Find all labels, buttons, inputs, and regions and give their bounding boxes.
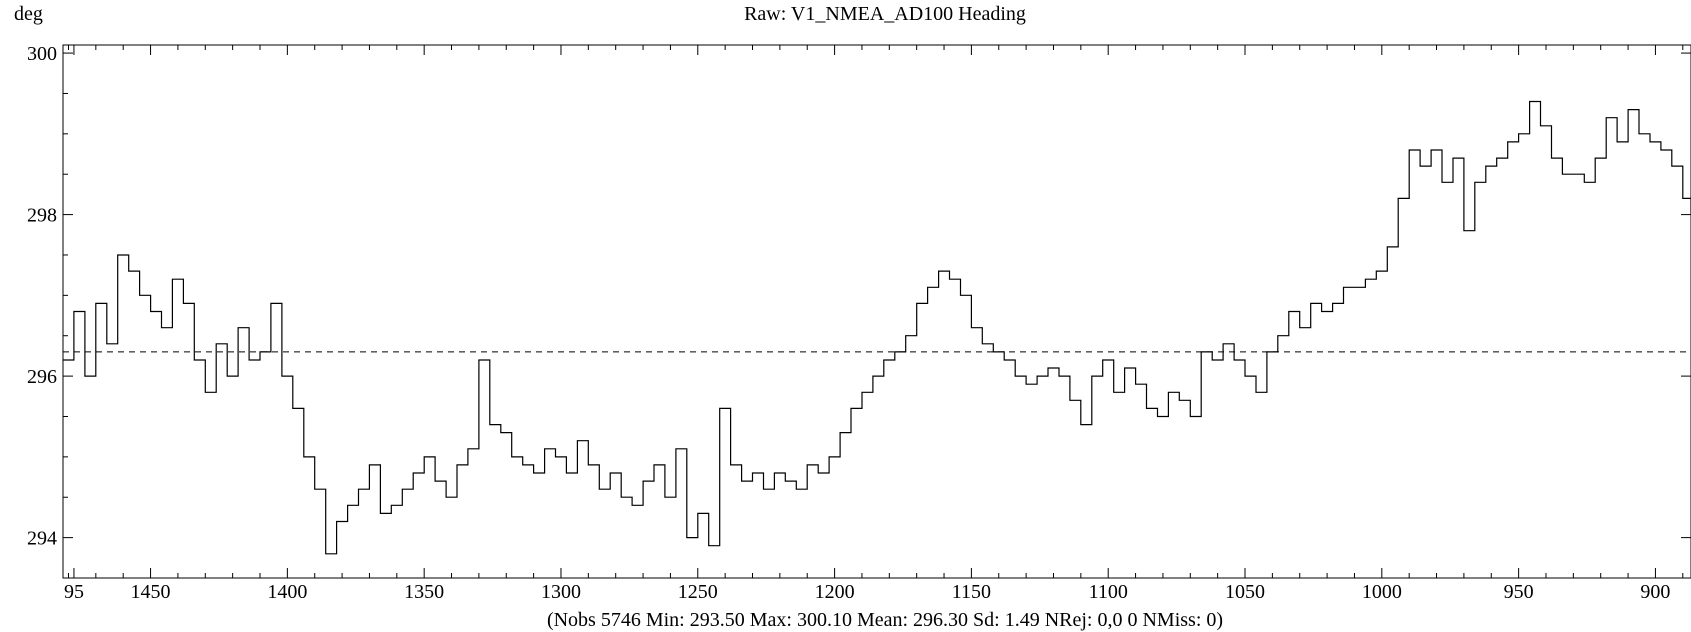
x-tick-label: 1250 <box>678 581 718 603</box>
y-axis: 294 296 298 300 <box>27 43 1691 579</box>
y-tick-label: 298 <box>27 205 57 227</box>
y-tick-label: 300 <box>27 43 57 65</box>
heading-series-line <box>63 100 1691 555</box>
x-tick-label: 1450 <box>131 581 171 603</box>
x-tick-label: 1400 <box>267 581 307 603</box>
x-tick-label: 1000 <box>1362 581 1402 603</box>
x-axis: 95 1450 1400 1350 1300 1250 1200 1150 1100 1050 10… <box>64 45 1684 603</box>
x-tick-label: 1150 <box>952 581 991 603</box>
statistics-footer: (Nobs 5746 Min: 293.50 Max: 300.10 Mean:… <box>547 609 1223 631</box>
x-tick-label: 900 <box>1640 581 1670 603</box>
x-tick-label: 1050 <box>1225 581 1265 603</box>
x-tick-label: 1200 <box>815 581 855 603</box>
x-tick-label: 1300 <box>541 581 581 603</box>
y-tick-label: 296 <box>27 366 57 388</box>
y-axis-unit-label: deg <box>14 3 43 25</box>
x-tick-label: 1350 <box>404 581 444 603</box>
x-tick-label: 95 <box>64 581 84 603</box>
chart-title: Raw: V1_NMEA_AD100 Heading <box>744 3 1026 25</box>
plot-frame <box>62 44 1691 579</box>
x-tick-label: 1100 <box>1089 581 1128 603</box>
y-tick-label: 294 <box>27 528 57 550</box>
x-tick-label: 950 <box>1504 581 1534 603</box>
